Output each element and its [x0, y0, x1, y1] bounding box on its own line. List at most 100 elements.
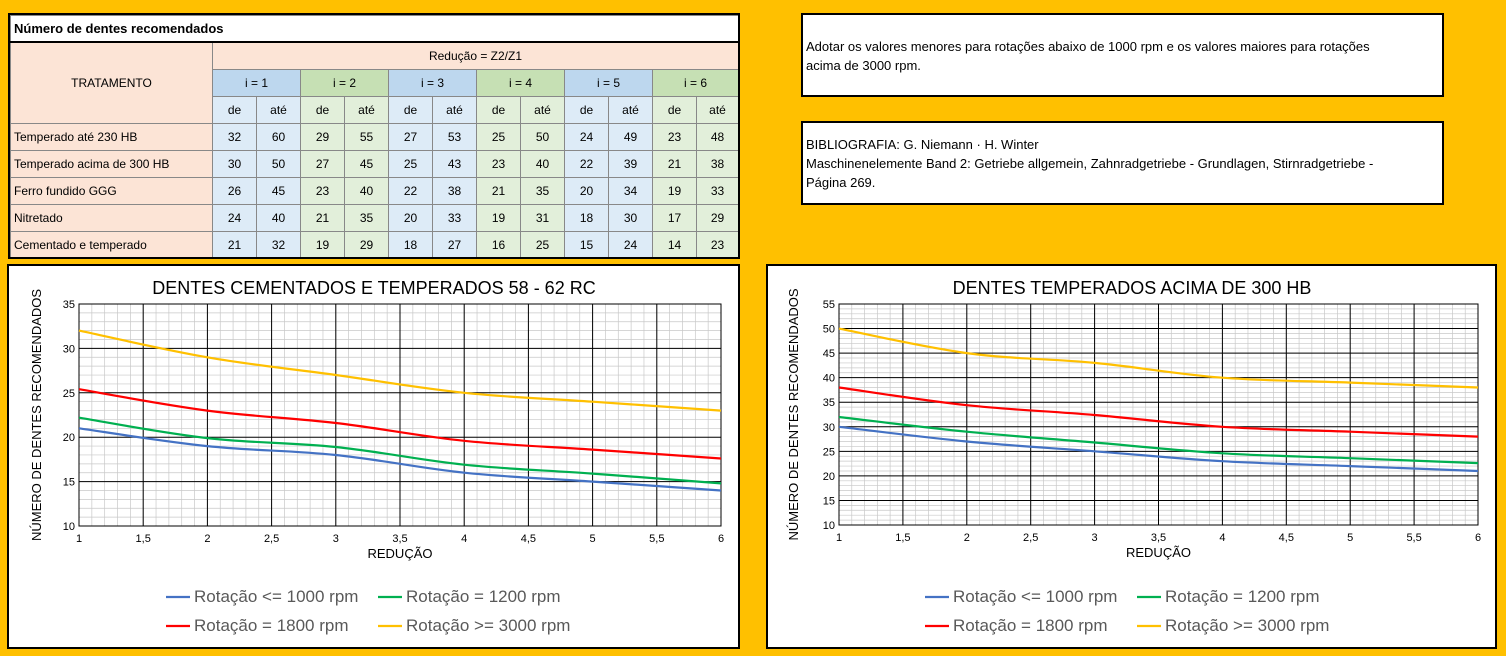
- legend-label: Rotação = 1200 rpm: [406, 587, 561, 606]
- table-cell: 24: [564, 123, 609, 151]
- table-cell: 27: [300, 150, 345, 178]
- chart-cementados: 1 1,5 2 2,5 3 3,5 4 4,5 5 5,5 6 10 15 20 25 30 35 DENTES …: [7, 264, 740, 649]
- y-tick-label: 30: [823, 422, 835, 434]
- x-tick-label: 3,5: [1151, 532, 1166, 544]
- sub-header-de: de: [300, 96, 345, 124]
- chart-temperados-svg: 1 1,5 2 2,5 3 3,5 4 4,5 5 5,5 6 10 15 20 25 30 35 40 45 50 5…: [786, 278, 1481, 635]
- y-tick-label: 20: [63, 432, 75, 444]
- legend-label: Rotação >= 3000 rpm: [406, 616, 570, 635]
- table-cell: 33: [432, 204, 477, 232]
- x-tick-label: 1,5: [895, 532, 910, 544]
- bibliography-line-2: Maschinenelemente Band 2: Getriebe allge…: [806, 156, 1374, 171]
- table-cell: 18: [564, 204, 609, 232]
- legend-label: Rotação <= 1000 rpm: [953, 587, 1117, 606]
- table-cell: 30: [212, 150, 257, 178]
- bibliography-line-1: BIBLIOGRAFIA: G. Niemann · H. Winter: [806, 137, 1039, 152]
- table-cell: 31: [520, 204, 565, 232]
- series-line: [838, 327, 1479, 389]
- table-cell: 49: [608, 123, 653, 151]
- table-cell: 50: [520, 123, 565, 151]
- table-cell: 53: [432, 123, 477, 151]
- x-tick-label: 4,5: [1279, 532, 1294, 544]
- table-cell: 25: [476, 123, 521, 151]
- ratio-header: i = 2: [300, 69, 389, 97]
- x-tick-label: 5,5: [1406, 532, 1421, 544]
- x-tick-label: 1,5: [136, 533, 151, 545]
- table-cell: 27: [388, 123, 433, 151]
- x-tick-label: 5,5: [649, 533, 664, 545]
- table-cell: 43: [432, 150, 477, 178]
- table-cell: 19: [652, 177, 697, 205]
- table-cell: 26: [212, 177, 257, 205]
- table-cell: 23: [476, 150, 521, 178]
- table-cell: 23: [652, 123, 697, 151]
- y-axis-label: NÚMERO DE DENTES RECOMENDADOS: [786, 288, 801, 540]
- x-tick-label: 6: [1475, 532, 1481, 544]
- table-cell: 21: [212, 231, 257, 257]
- note-line-1: Adotar os valores menores para rotações …: [806, 39, 1370, 54]
- table-cell: 22: [564, 150, 609, 178]
- table-cell: 33: [695, 177, 738, 205]
- sub-header-row: de até de até de até de até de até de até: [11, 96, 738, 124]
- y-tick-label: 10: [63, 521, 75, 533]
- y-tick-label: 35: [823, 397, 835, 409]
- table-cell: 29: [300, 123, 345, 151]
- table-cell: 25: [388, 150, 433, 178]
- legend-label: Rotação = 1200 rpm: [1165, 587, 1320, 606]
- x-tick-label: 6: [718, 533, 724, 545]
- x-tick-label: 3: [333, 533, 339, 545]
- table-cell: 18: [388, 231, 433, 257]
- x-tick-label: 1: [836, 532, 842, 544]
- table-cell: 35: [344, 204, 389, 232]
- table-cell: 17: [652, 204, 697, 232]
- x-tick-label: 3: [1092, 532, 1098, 544]
- x-tick-label: 2,5: [264, 533, 279, 545]
- table-cell: 50: [256, 150, 301, 178]
- table-cell: 40: [344, 177, 389, 205]
- table-cell: 40: [256, 204, 301, 232]
- table-cell: 29: [695, 204, 738, 232]
- table-cell: 24: [608, 231, 653, 257]
- table-cell: 32: [212, 123, 257, 151]
- table-cell: 14: [652, 231, 697, 257]
- table-cell: 23: [300, 177, 345, 205]
- y-axis-label: NÚMERO DE DENTES RECOMENDADOS: [29, 289, 44, 541]
- x-tick-label: 2,5: [1023, 532, 1038, 544]
- table-cell: 20: [564, 177, 609, 205]
- chart-title: DENTES TEMPERADOS ACIMA DE 300 HB: [953, 278, 1312, 298]
- table-cell: 35: [520, 177, 565, 205]
- tratamento-header: TRATAMENTO: [10, 41, 213, 124]
- chart-title: DENTES CEMENTADOS E TEMPERADOS 58 - 62 R…: [152, 278, 595, 298]
- table-row: Temperado acima de 300 HB 30 50 27 45 25 43 23 4…: [10, 150, 738, 178]
- y-tick-label: 35: [63, 299, 75, 311]
- reducao-header: Redução = Z2/Z1: [211, 41, 738, 70]
- table-cell: 55: [344, 123, 389, 151]
- sub-header-de: de: [564, 96, 609, 124]
- table-cell: 24: [212, 204, 257, 232]
- table-cell: 29: [344, 231, 389, 257]
- table-cell: 21: [476, 177, 521, 205]
- chart-temperados: 1 1,5 2 2,5 3 3,5 4 4,5 5 5,5 6 10 15 20 25 30 35 40 45 50 5…: [766, 264, 1497, 649]
- sub-header-ate: até: [432, 96, 477, 124]
- sub-header-ate: até: [520, 96, 565, 124]
- table-cell: 20: [388, 204, 433, 232]
- table-row: Cementado e temperado 21 32 19 29 18 27 16 25 15 2…: [10, 231, 738, 257]
- sub-header-de: de: [652, 96, 697, 124]
- sub-header-ate: até: [608, 96, 653, 124]
- recommended-teeth-table: Número de dentes recomendados TRATAMENTO…: [8, 13, 740, 259]
- y-tick-label: 20: [823, 471, 835, 483]
- ratio-header: i = 6: [651, 69, 738, 97]
- row-label: Temperado até 230 HB: [10, 123, 213, 151]
- x-tick-label: 1: [76, 533, 82, 545]
- ratio-header: i = 1: [212, 69, 301, 97]
- sub-header-ate: até: [256, 96, 301, 124]
- x-tick-label: 5: [590, 533, 596, 545]
- table-cell: 34: [608, 177, 653, 205]
- y-tick-label: 10: [823, 520, 835, 532]
- table-cell: 38: [695, 150, 738, 178]
- y-tick-label: 25: [63, 388, 75, 400]
- table-title: Número de dentes recomendados: [10, 15, 738, 43]
- table-cell: 40: [520, 150, 565, 178]
- table-cell: 39: [608, 150, 653, 178]
